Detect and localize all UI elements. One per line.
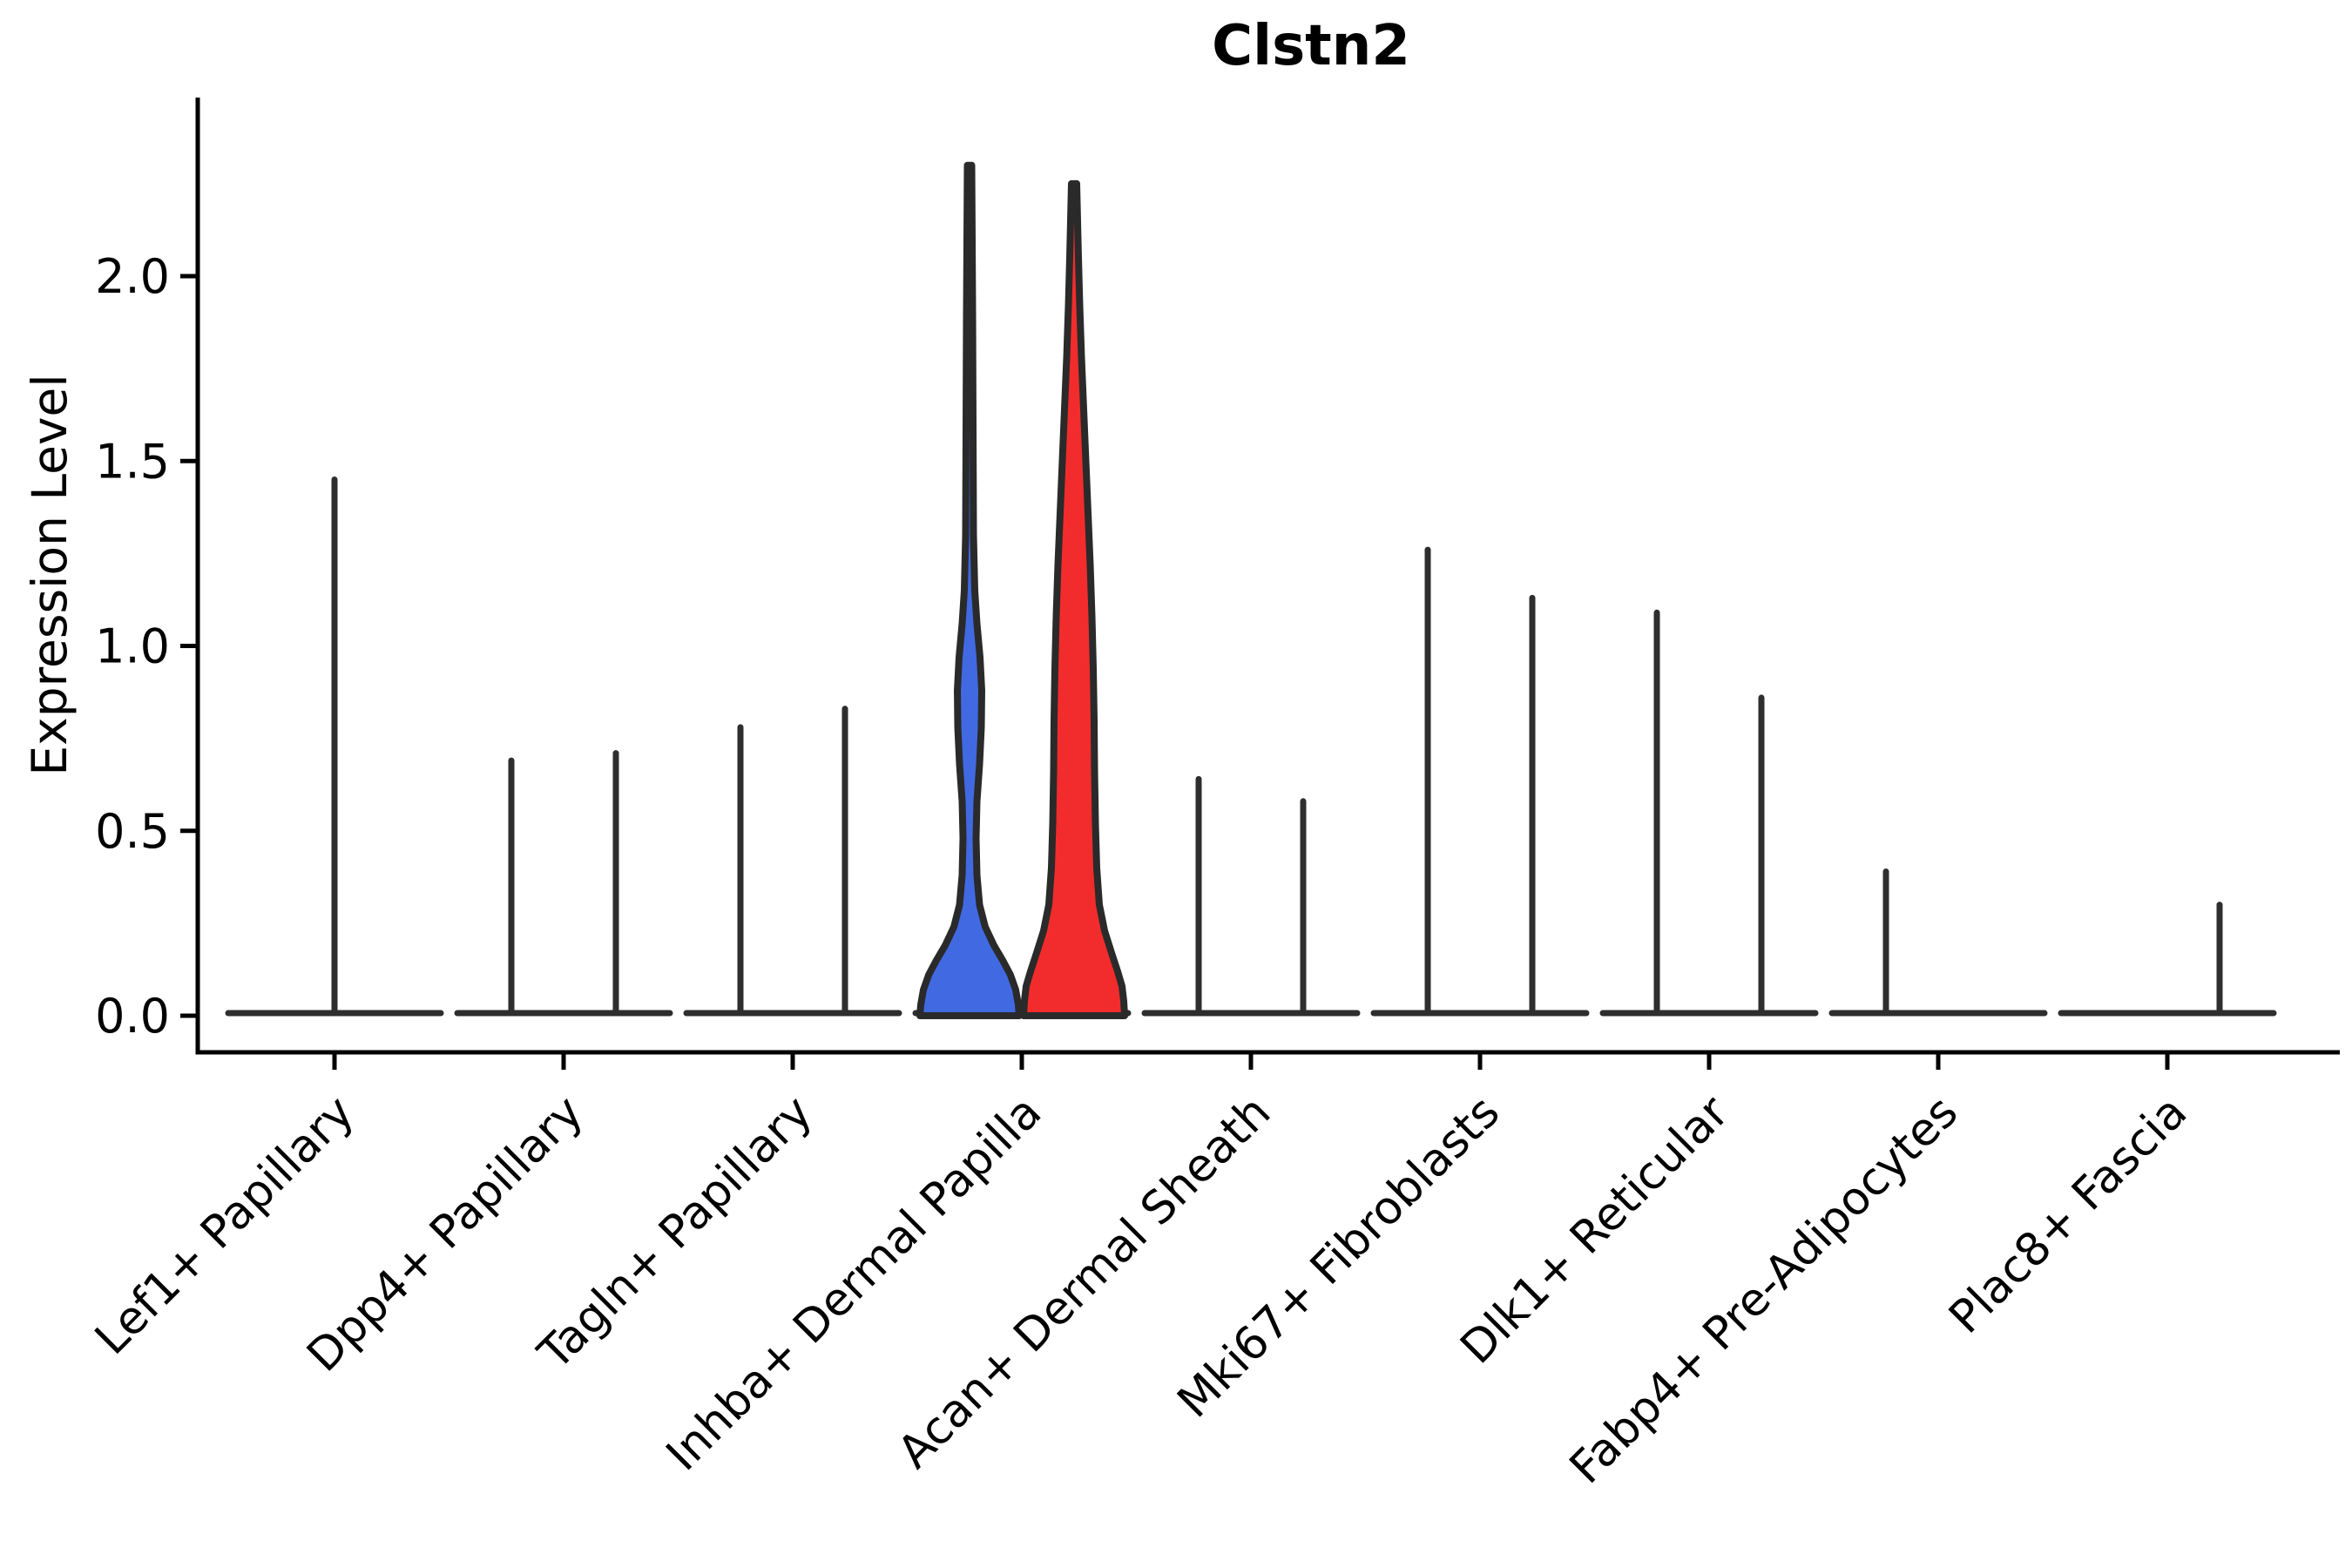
y-tick-label: 0.5 xyxy=(95,804,170,859)
y-tick-label: 1.5 xyxy=(95,434,170,489)
y-tick-label: 2.0 xyxy=(95,249,170,304)
x-tick-label: Fabp4+ Pre-Adipocytes xyxy=(1560,1086,1968,1494)
x-tick-label: Plac8+ Fascia xyxy=(1939,1086,2197,1344)
x-tick-label: Acan+ Dermal Sheath xyxy=(889,1086,1281,1479)
chart-title: Clstn2 xyxy=(1212,14,1410,78)
y-tick-label: 0.0 xyxy=(95,989,170,1044)
y-tick-label: 1.0 xyxy=(95,619,170,674)
violin-body-red xyxy=(1020,179,1128,1019)
violin-body-blue xyxy=(916,161,1023,1019)
x-tick-label: Inhba+ Dermal Papilla xyxy=(657,1086,1051,1481)
axes-spine xyxy=(195,98,2340,1055)
y-axis-label: Expression Level xyxy=(22,374,78,776)
